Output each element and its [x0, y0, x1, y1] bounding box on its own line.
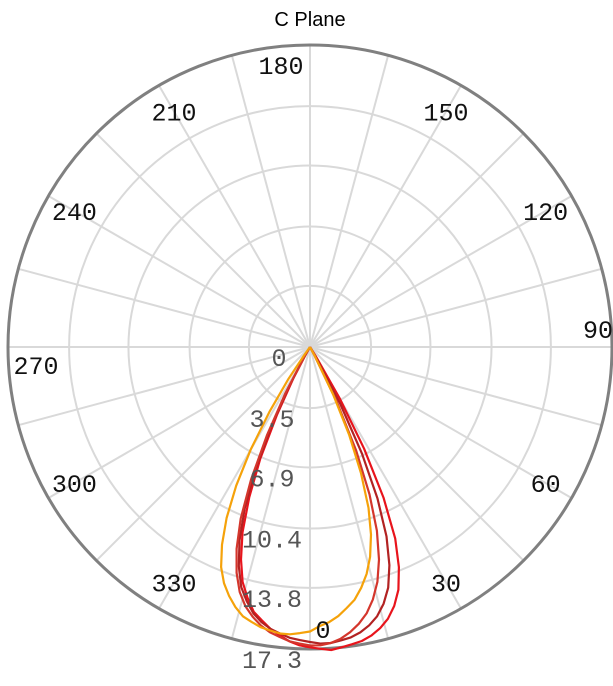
angle-label-0: 0 [315, 617, 330, 646]
angular-gridline-240 [47, 195, 311, 348]
angular-gridline-285 [18, 346, 311, 427]
angular-gridline-210 [158, 84, 311, 348]
radial-tick-labels: 0 3.5 6.9 10.4 13.8 17.3 [242, 345, 302, 676]
angle-label-240: 240 [52, 199, 97, 228]
angle-label-270: 270 [13, 353, 58, 382]
radius-label-0: 0 [271, 345, 286, 374]
angular-gridline-195 [230, 55, 311, 348]
angular-gridline-60 [309, 346, 573, 499]
radius-label-3: 10.4 [242, 527, 302, 556]
radius-label-1: 3.5 [249, 406, 294, 435]
radius-label-4: 13.8 [242, 586, 302, 615]
angular-gridline-120 [309, 195, 573, 348]
angular-gridline-150 [309, 84, 462, 348]
angular-gridline-300 [47, 346, 311, 499]
angle-label-150: 150 [423, 99, 468, 128]
radius-label-5: 17.3 [242, 647, 302, 676]
series-line-3 [235, 346, 381, 647]
angular-gridline-315 [95, 346, 311, 562]
angular-gridline-135 [309, 132, 525, 348]
series-line-1 [239, 346, 400, 652]
angle-label-90: 90 [583, 317, 613, 346]
outer-ring [6, 43, 613, 651]
angle-label-330: 330 [151, 571, 196, 600]
angular-gridline-75 [309, 346, 602, 427]
series-group [220, 346, 400, 652]
polar-grid [6, 43, 613, 651]
angle-label-210: 210 [151, 99, 196, 128]
angular-gridline-165 [309, 55, 390, 348]
angular-gridline-45 [309, 346, 525, 562]
angle-label-300: 300 [52, 471, 97, 500]
chart-title: C Plane [274, 9, 345, 31]
angular-gridline-255 [18, 267, 311, 348]
radius-label-2: 6.9 [249, 466, 294, 495]
angular-gridline-105 [309, 267, 602, 348]
series-line-4 [220, 346, 373, 636]
angle-label-180: 180 [258, 53, 303, 82]
angular-gridline-225 [95, 132, 311, 348]
angle-label-60: 60 [531, 471, 561, 500]
angle-label-30: 30 [431, 571, 461, 600]
angular-gridline-330 [158, 346, 311, 610]
angle-label-120: 120 [523, 199, 568, 228]
series-line-2 [237, 346, 391, 645]
